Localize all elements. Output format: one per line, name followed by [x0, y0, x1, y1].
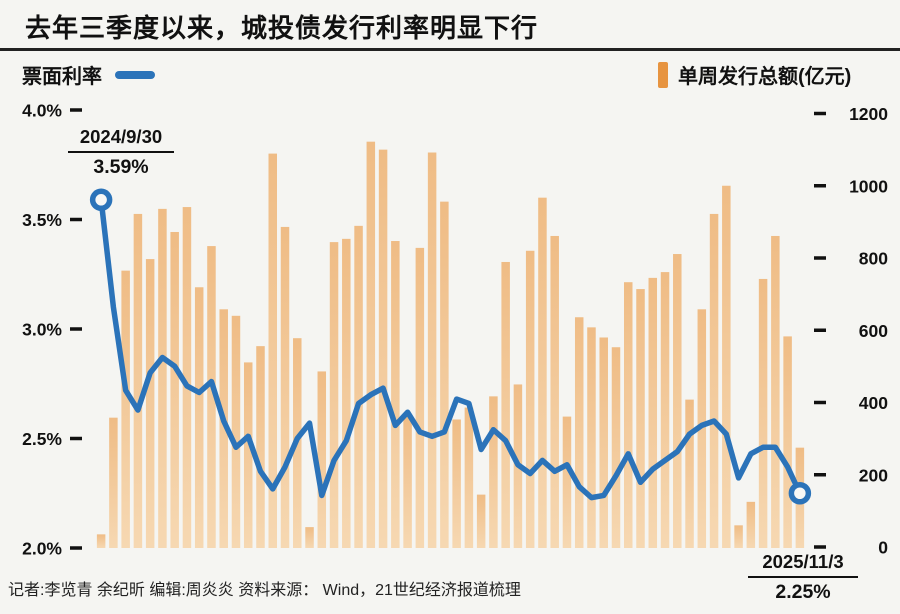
bar: [121, 270, 130, 548]
legend-weekly-issuance-label: 单周发行总额(亿元): [678, 66, 852, 88]
bar: [452, 419, 461, 548]
bar: [354, 225, 363, 548]
bar: [599, 337, 608, 548]
bar: [440, 201, 449, 548]
left-axis-tick-label: 2.5%: [22, 429, 62, 449]
bar: [256, 346, 265, 548]
annotation-end-point: 2025/11/3 2.25%: [748, 551, 858, 604]
bar: [219, 309, 228, 548]
title-divider: [0, 48, 900, 51]
right-axis-tick-label: 1200: [849, 104, 888, 124]
bar: [538, 197, 547, 549]
bar: [673, 254, 682, 548]
bar: [378, 149, 388, 549]
bar: [746, 501, 756, 548]
bar: [525, 250, 535, 548]
source-credit-line: 记者:李览青 余纪昕 编辑:周炎炎 资料来源： Wind，21世纪经济报道梳理: [8, 582, 521, 599]
bar: [734, 525, 743, 548]
bar: [329, 242, 339, 548]
bar: [268, 153, 277, 548]
annotation-start-point: 2024/9/30 3.59%: [68, 126, 174, 179]
bar: [587, 327, 596, 548]
right-axis-tick-label: 400: [859, 393, 888, 413]
annotation-start-date: 2024/9/30: [68, 126, 174, 153]
bar: [636, 289, 645, 548]
bar: [648, 277, 658, 548]
bar: [243, 362, 253, 548]
bar: [660, 272, 670, 548]
bar: [145, 259, 155, 548]
bar: [464, 407, 474, 548]
bar: [96, 534, 106, 548]
bar: [109, 417, 118, 548]
bar: [182, 207, 192, 548]
left-axis-tick-label: 3.5%: [22, 210, 62, 230]
bar: [427, 152, 437, 548]
bar: [391, 241, 400, 548]
left-axis-tick-label: 4.0%: [22, 101, 62, 121]
bar: [415, 247, 425, 548]
bar: [133, 213, 143, 548]
annotation-start-value: 3.59%: [93, 156, 149, 178]
rate-line: [98, 197, 803, 501]
bar: [158, 208, 167, 548]
bar: [783, 336, 792, 548]
bar: [624, 282, 633, 548]
bar: [758, 278, 768, 548]
bar: [366, 141, 376, 548]
bar: [550, 235, 559, 548]
bar: [476, 494, 486, 548]
bar: [207, 246, 216, 548]
bar: [709, 213, 719, 548]
bar: [403, 414, 412, 548]
right-axis-tick-label: 1000: [849, 176, 888, 196]
legend-coupon-rate: 票面利率: [22, 60, 155, 89]
bar: [611, 347, 621, 548]
right-axis-tick-label: 800: [859, 249, 888, 269]
bar: [685, 399, 694, 548]
bar: [231, 315, 241, 548]
annotation-end-value: 2.25%: [775, 581, 831, 603]
bar: [280, 226, 290, 548]
bar: [305, 527, 314, 548]
bar: [562, 416, 572, 548]
left-axis-tick-label: 3.0%: [22, 320, 62, 340]
annotation-end-date: 2025/11/3: [748, 551, 858, 578]
line-swatch-icon: [115, 70, 155, 79]
bar: [170, 231, 179, 549]
bar: [722, 185, 731, 548]
endpoint-marker: [788, 482, 812, 505]
right-axis-tick-label: 0: [878, 538, 888, 558]
bar-swatch-icon: [658, 61, 668, 88]
endpoint-marker: [89, 188, 113, 212]
bar: [489, 396, 498, 548]
legend-coupon-rate-label: 票面利率: [22, 66, 102, 88]
bar: [342, 238, 351, 548]
bar: [317, 371, 327, 548]
bar: [194, 287, 204, 548]
chart-title: 去年三季度以来，城投债发行利率明显下行: [25, 13, 539, 43]
right-axis-tick-label: 600: [859, 321, 888, 341]
bar: [771, 235, 780, 548]
left-axis-tick-label: 2.0%: [22, 539, 62, 559]
bar: [574, 317, 584, 548]
legend-weekly-issuance: 单周发行总额(亿元): [658, 60, 851, 89]
right-axis-tick-label: 200: [859, 465, 888, 485]
bar: [501, 261, 510, 548]
